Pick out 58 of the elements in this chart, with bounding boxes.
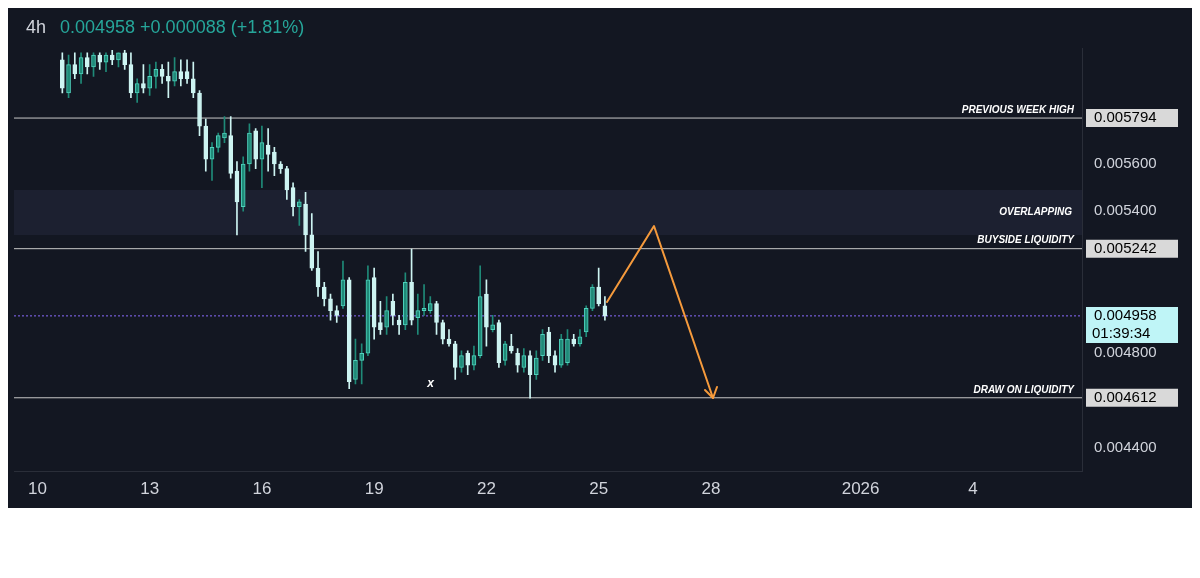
candlestick — [197, 90, 202, 136]
candlestick — [253, 128, 258, 170]
candlestick — [296, 199, 302, 226]
candlestick — [116, 52, 121, 68]
candlestick — [403, 272, 408, 330]
candlestick — [415, 293, 421, 335]
x-tick-label: 19 — [364, 479, 384, 499]
y-tick-label: 0.004958 — [1094, 306, 1157, 324]
y-tick-label: 0.004800 — [1094, 343, 1157, 361]
candlestick — [278, 161, 283, 174]
x-tick-label: 2026 — [841, 479, 880, 499]
y-tick-label: 0.005242 — [1094, 238, 1157, 256]
candlestick — [328, 293, 333, 321]
candlestick — [540, 329, 545, 361]
candlestick — [565, 329, 570, 366]
y-tick-label: 0.005400 — [1094, 201, 1157, 219]
candlestick — [66, 54, 71, 99]
candlestick — [222, 116, 227, 143]
ref-line-label: PREVIOUS WEEK HIGH — [961, 103, 1075, 115]
chart-title: 4h — [26, 16, 47, 37]
candlestick — [384, 296, 389, 335]
x-tick-label: 16 — [252, 479, 272, 499]
candlestick — [596, 267, 601, 307]
band-label: OVERLAPPING — [999, 206, 1073, 218]
ref-line-label: DRAW ON LIQUIDITY — [973, 383, 1076, 395]
candlestick — [409, 248, 414, 326]
candlestick — [353, 338, 358, 385]
x-tick-label: 22 — [476, 479, 496, 499]
candlestick — [515, 348, 520, 373]
candlestick — [590, 284, 595, 312]
candlestick — [359, 343, 365, 385]
annotation: x — [426, 376, 436, 391]
chart-subtitle: 0.004958 +0.000088 (+1.81%) — [60, 16, 305, 37]
candlestick — [60, 52, 65, 94]
candlestick — [141, 64, 146, 94]
x-tick-label: 28 — [701, 479, 721, 499]
x-tick-label: 4 — [968, 479, 978, 499]
candlestick — [272, 147, 277, 177]
candlestick — [247, 123, 252, 172]
candlestick — [434, 300, 439, 335]
y-tick-label: 0.005600 — [1094, 154, 1157, 172]
candlestick — [166, 61, 171, 99]
text: 01:39:34 — [1092, 324, 1151, 342]
candlestick — [378, 300, 383, 335]
y-tick-label: 0.004400 — [1094, 438, 1157, 456]
candlestick — [490, 315, 495, 333]
candlestick — [533, 350, 539, 380]
candlestick — [147, 64, 152, 96]
candlestick — [509, 334, 514, 354]
x-tick-label: 13 — [140, 479, 160, 499]
y-tick-label: 0.005794 — [1094, 108, 1157, 126]
x-tick-label: 25 — [589, 479, 609, 499]
ref-line-label: BUYSIDE LIQUIDITY — [977, 234, 1076, 246]
x-tick-label: 10 — [27, 479, 47, 499]
candlestick — [484, 279, 489, 347]
candlestick — [91, 52, 96, 77]
y-tick-label: 0.004612 — [1094, 387, 1157, 405]
candlestick — [303, 192, 308, 252]
